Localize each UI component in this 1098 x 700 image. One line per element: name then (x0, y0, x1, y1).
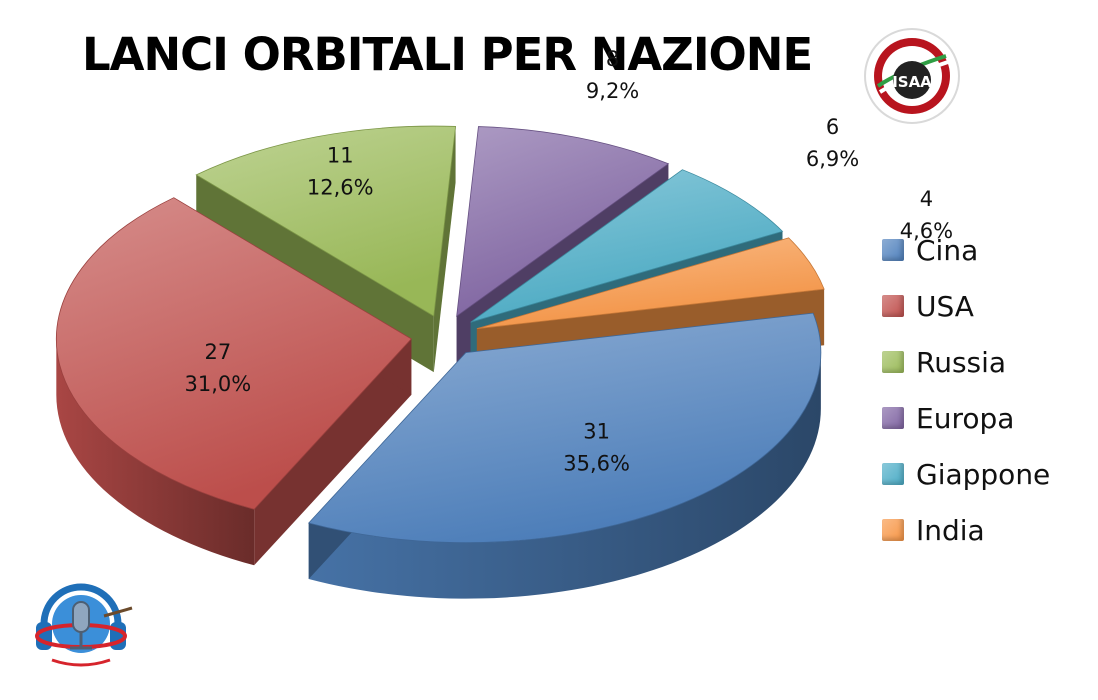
legend-label-india: India (916, 513, 985, 547)
legend-swatch-cina (882, 239, 904, 261)
legend-item-europa: Europa (882, 390, 1050, 446)
data-label-percent-russia: 12,6% (307, 176, 374, 200)
legend-item-india: India (882, 502, 1050, 558)
data-label-percent-india: 4,6% (900, 219, 953, 243)
legend-swatch-europa (882, 407, 904, 429)
data-label-value-europa: 8 (606, 47, 619, 71)
slice-side-usa (56, 338, 255, 566)
data-label-percent-usa: 31,0% (185, 372, 252, 396)
legend-label-usa: USA (916, 289, 974, 323)
slice-top-cina (307, 312, 822, 544)
slice-wall-russia-1 (433, 126, 456, 373)
data-label-value-usa: 27 (205, 340, 232, 364)
data-label-value-russia: 11 (327, 144, 354, 168)
slice-top-europa (456, 126, 670, 318)
legend-label-europa: Europa (916, 401, 1015, 435)
chart-title: LANCI ORBITALI PER NAZIONE (82, 28, 813, 81)
data-label-percent-cina: 35,6% (563, 452, 630, 476)
legend-swatch-giappone (882, 463, 904, 485)
isaa-logo-text: ISAA (892, 73, 932, 91)
legend-item-usa: USA (882, 278, 1050, 334)
legend-label-giappone: Giappone (916, 457, 1051, 491)
slice-side-cina (308, 352, 821, 599)
legend-label-cina: Cina (916, 233, 979, 267)
slice-usa (55, 197, 412, 566)
legend-swatch-usa (882, 295, 904, 317)
slice-top-india (476, 237, 825, 330)
legend-item-cina: Cina (882, 222, 1050, 278)
slice-top-usa (55, 197, 412, 510)
legend-label-russia: Russia (916, 345, 1007, 379)
legend-swatch-india (882, 519, 904, 541)
data-label-value-giappone: 6 (826, 115, 839, 139)
legend-swatch-russia (882, 351, 904, 373)
slice-top-russia (195, 125, 457, 317)
legend-item-giappone: Giappone (882, 446, 1050, 502)
data-label-percent-europa: 9,2% (586, 79, 639, 103)
slice-top-giappone (470, 169, 784, 323)
data-label-value-cina: 31 (583, 420, 610, 444)
slice-cina (307, 312, 822, 599)
isaa-logo: ISAA (864, 28, 960, 124)
data-label-percent-giappone: 6,9% (806, 147, 859, 171)
data-label-value-india: 4 (920, 187, 933, 211)
microphone-headphones-logo (35, 583, 133, 667)
legend: Cina USA Russia Europa Giappone India (882, 222, 1050, 558)
slice-wall-usa-0 (254, 338, 412, 566)
legend-item-russia: Russia (882, 334, 1050, 390)
